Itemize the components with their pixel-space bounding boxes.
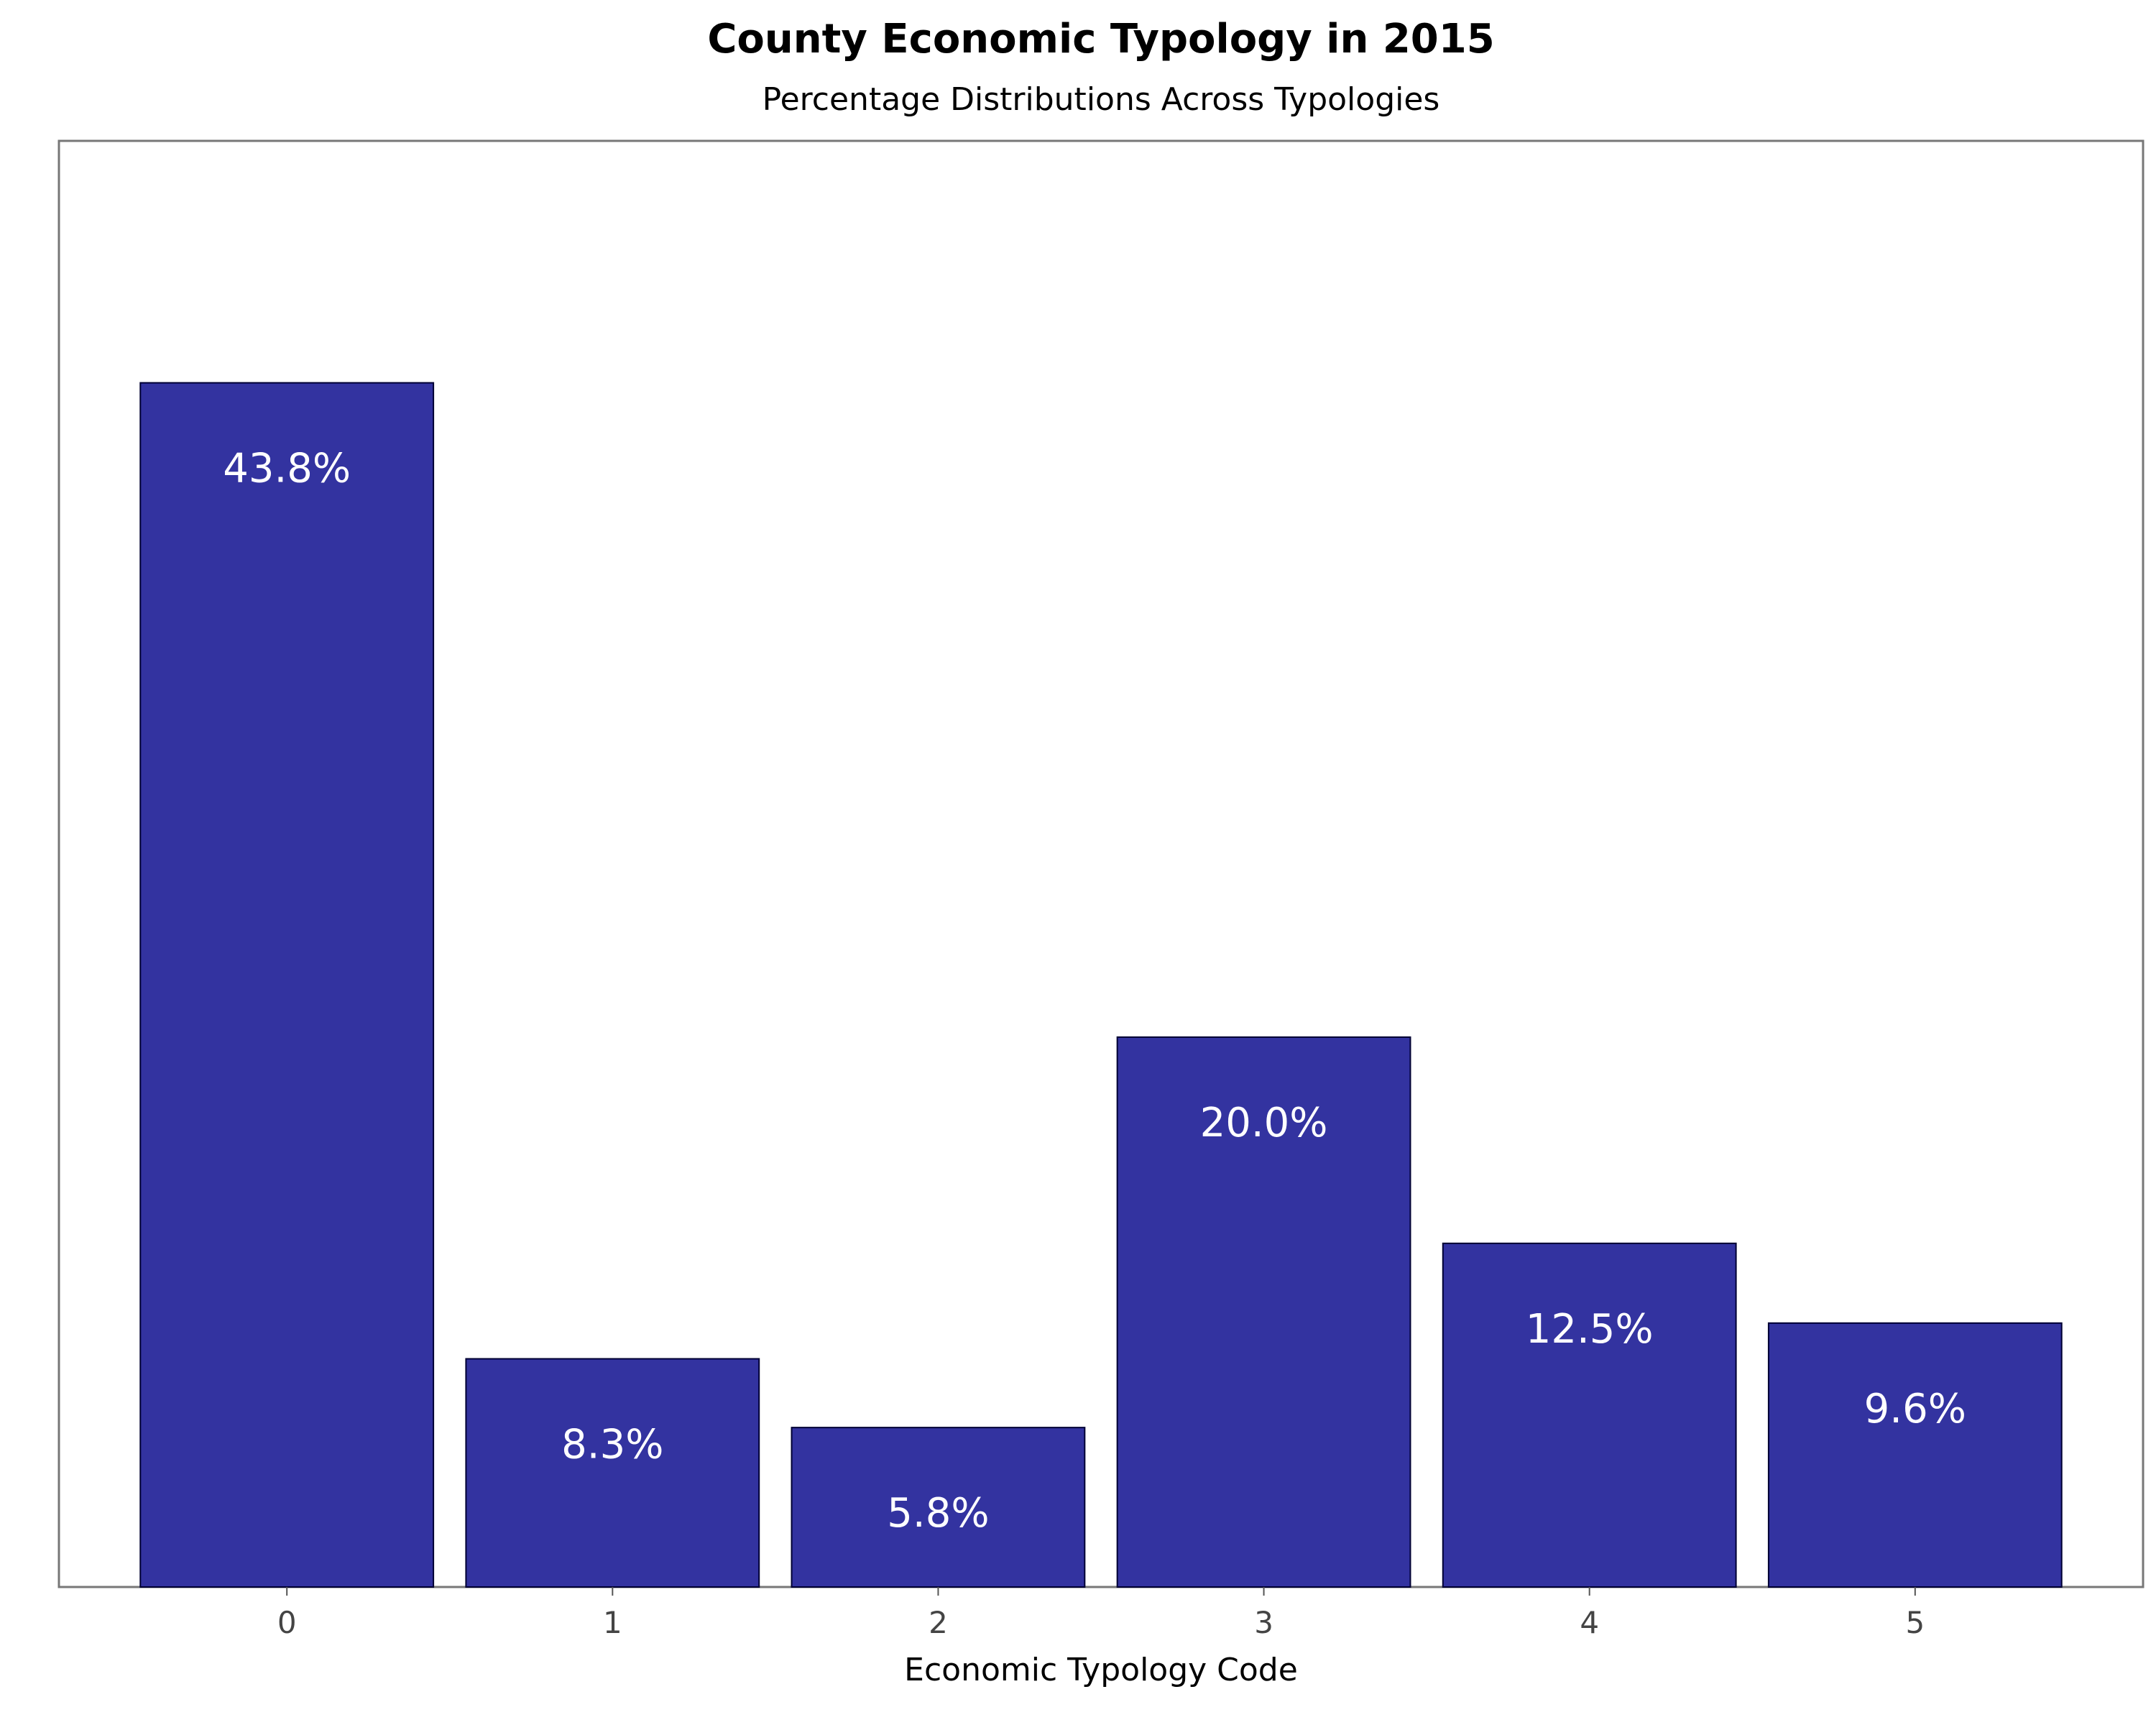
bar-value-label-1: 8.3% xyxy=(561,1422,663,1468)
bar-1 xyxy=(465,1358,760,1588)
chart-title: County Economic Typology in 2015 xyxy=(707,16,1494,63)
chart-subtitle: Percentage Distributions Across Typologi… xyxy=(763,81,1440,118)
x-tick-label-4: 4 xyxy=(1580,1605,1599,1640)
x-tick-label-0: 0 xyxy=(277,1605,297,1640)
x-axis-ticks: 0 1 2 3 4 5 xyxy=(277,1587,1925,1640)
bar-0 xyxy=(139,382,435,1588)
bar-2 xyxy=(791,1427,1086,1588)
x-tick-label-2: 2 xyxy=(929,1605,948,1640)
bar-value-label-3: 20.0% xyxy=(1200,1100,1328,1146)
bar-value-label-5: 9.6% xyxy=(1864,1386,1966,1432)
bar-3 xyxy=(1116,1036,1411,1588)
plot-area-frame xyxy=(57,139,2145,1588)
bars-group xyxy=(139,382,2063,1588)
x-tick-label-1: 1 xyxy=(603,1605,622,1640)
bar-value-label-4: 12.5% xyxy=(1526,1306,1654,1353)
x-tick-label-5: 5 xyxy=(1905,1605,1925,1640)
bar-labels-group: 43.8% 8.3% 5.8% 20.0% 12.5% 9.6% xyxy=(223,446,1966,1537)
bar-value-label-0: 43.8% xyxy=(223,446,351,492)
x-axis-label: Economic Typology Code xyxy=(904,1652,1298,1688)
bar-5 xyxy=(1767,1322,2063,1588)
bar-value-label-2: 5.8% xyxy=(887,1490,989,1537)
x-tick-label-3: 3 xyxy=(1254,1605,1273,1640)
bar-4 xyxy=(1442,1242,1737,1588)
